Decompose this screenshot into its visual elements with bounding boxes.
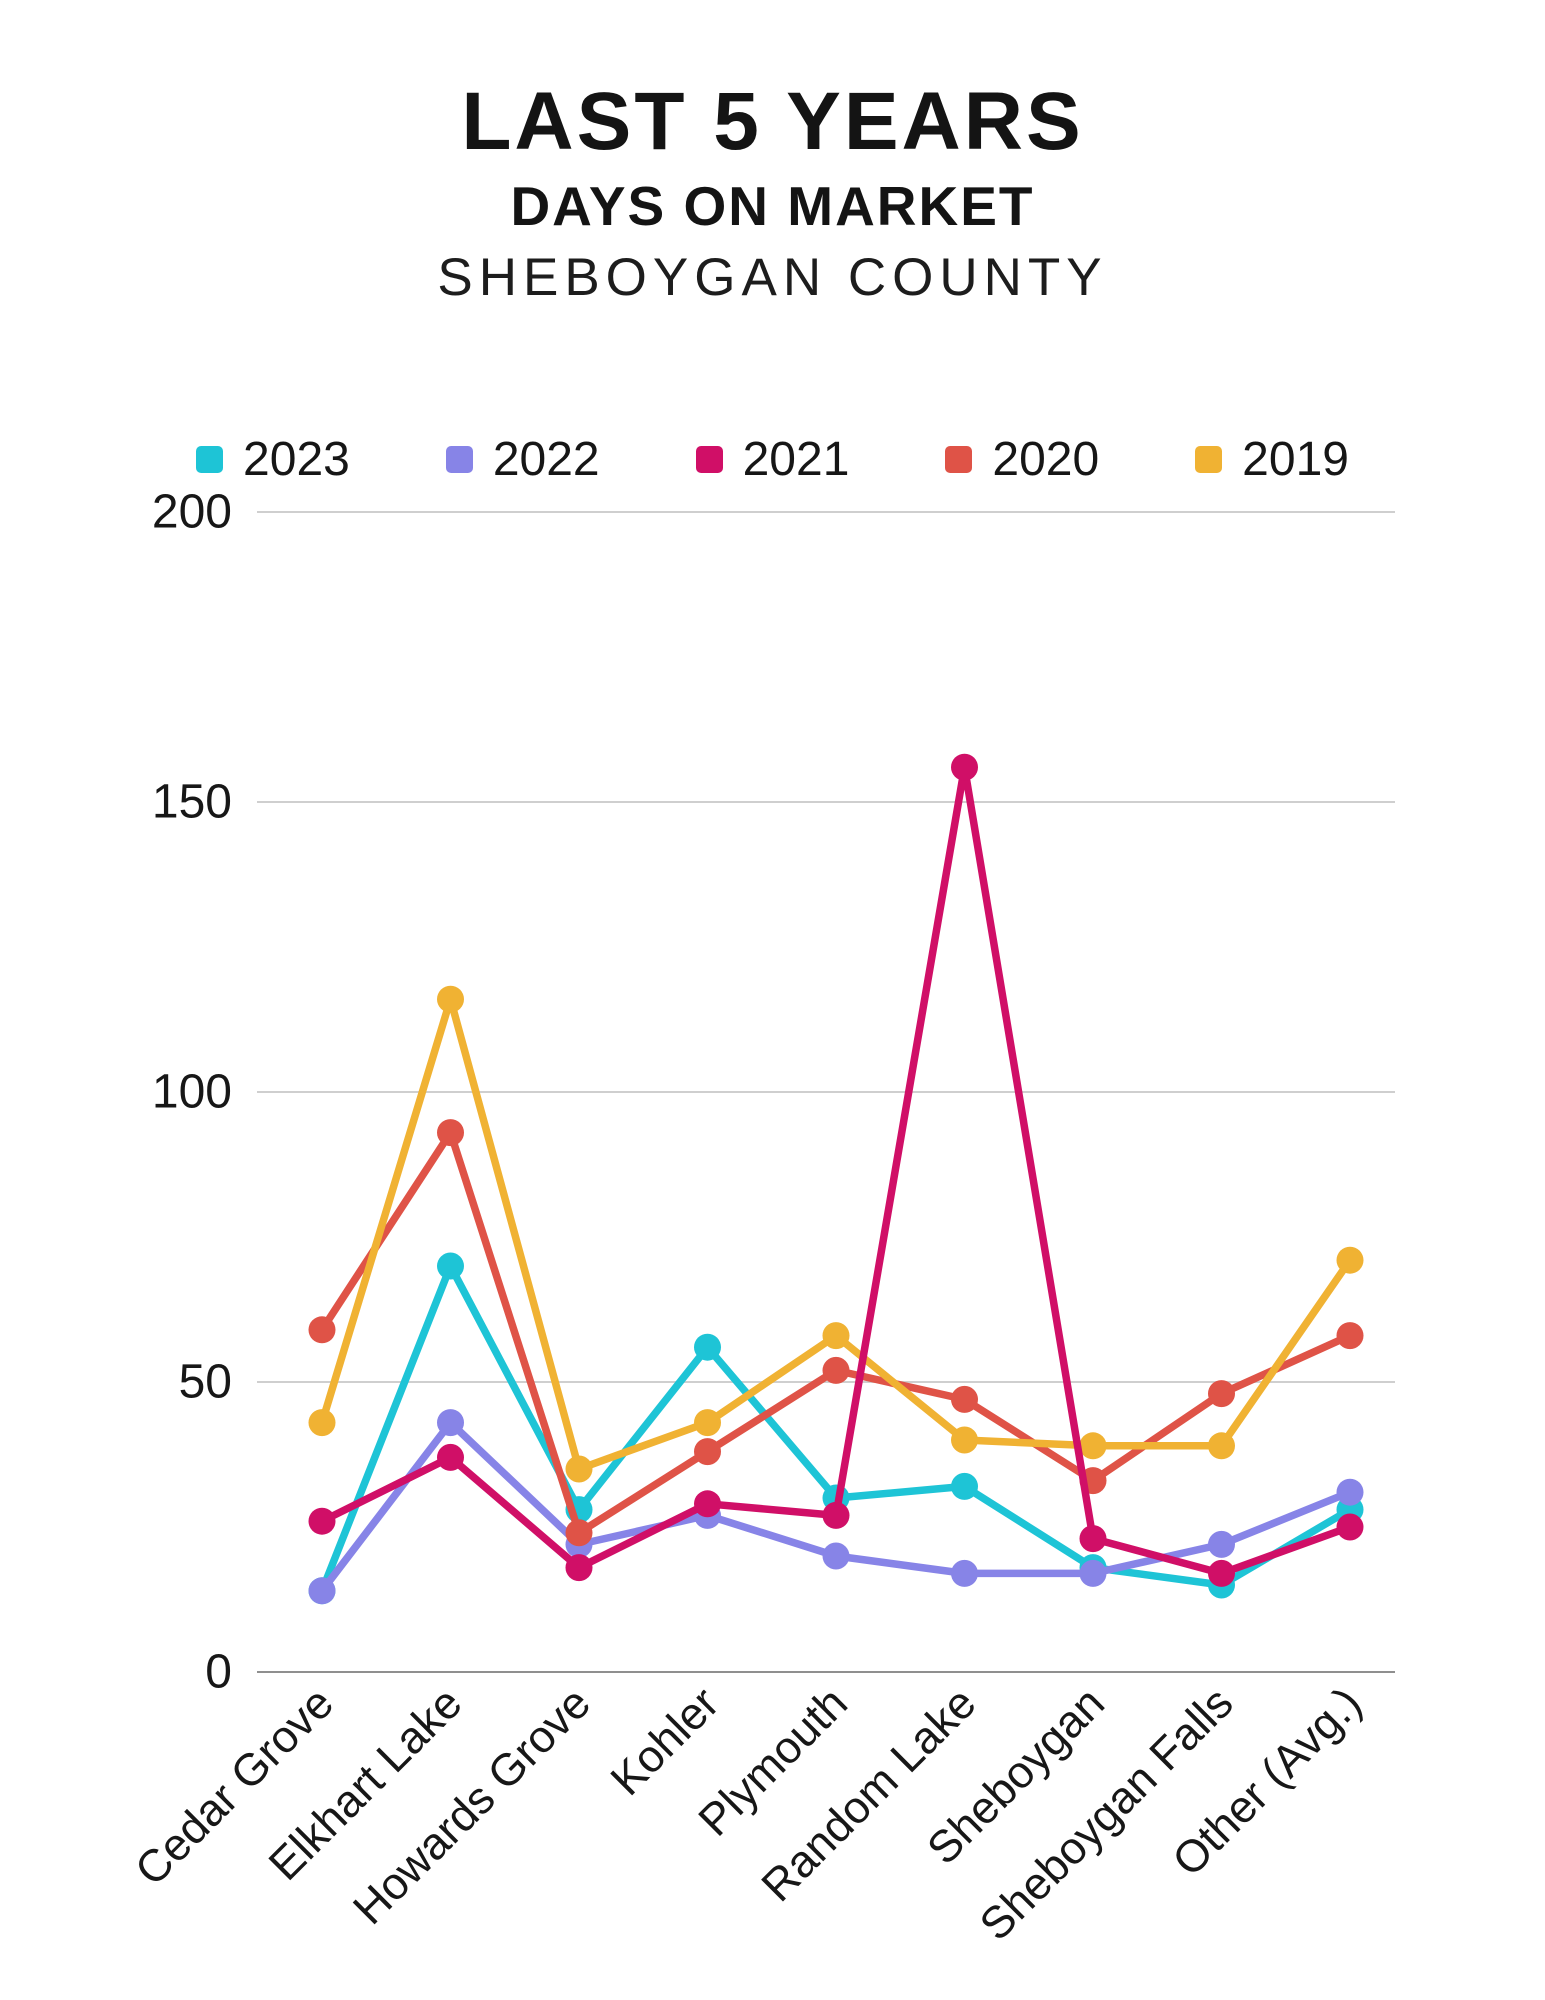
legend-swatch-2020 [945,446,973,473]
series-point-2020-kohler [694,1438,721,1466]
legend-item-2023: 2023 [196,432,350,487]
series-line-2021 [318,763,1354,1578]
legend-item-2021: 2021 [695,432,850,487]
chart-legend: 2023 2022 2021 2020 2019 [0,432,1545,487]
legend-swatch-2021 [695,446,723,473]
series-point-2020-howards-grove [565,1519,593,1547]
series-point-2023-elkhart-lake [437,1252,464,1280]
series-point-2021-howards-grove [565,1554,593,1582]
legend-label-2020: 2020 [992,433,1100,486]
legend-item-2022: 2022 [445,432,600,487]
series-point-2022-cedar-grove [308,1577,336,1605]
series-point-2022-random-lake [951,1559,978,1587]
series-point-2022-sheboygan [1079,1559,1107,1587]
series-point-2019-howards-grove [565,1455,593,1483]
series-line-2019 [318,995,1354,1473]
series-point-2021-sheboygan-falls [1208,1559,1235,1587]
series-point-2021-random-lake [951,753,978,781]
series-point-2023-random-lake [951,1472,978,1500]
series-point-2021-cedar-grove [308,1507,336,1535]
series-point-2021-sheboygan [1079,1525,1107,1553]
series-point-2019-other-avg [1336,1246,1364,1274]
series-point-2019-elkhart-lake [437,985,464,1013]
legend-swatch-2023 [196,446,224,473]
y-tick-label-200: 200 [152,486,232,539]
series-point-2019-random-lake [951,1426,978,1454]
y-tick-label-150: 150 [152,776,232,829]
y-tick-label-0: 0 [205,1646,232,1699]
series-line-2023 [318,1262,1354,1595]
series-point-2022-plymouth [822,1542,850,1570]
series-point-2020-elkhart-lake [437,1119,464,1147]
series-point-2020-cedar-grove [308,1316,336,1344]
chart-subtitle-county: SHEBOYGAN COUNTY [437,247,1108,307]
legend-label-2021: 2021 [742,433,850,486]
series-point-2019-sheboygan [1079,1432,1107,1460]
series-point-2020-other-avg [1336,1322,1364,1350]
x-category-label-kohler: Kohler [601,1677,729,1805]
series-point-2019-plymouth [822,1322,850,1350]
x-category-label-howards-grove: Howards Grove [343,1677,600,1934]
y-tick-label-100: 100 [152,1066,232,1119]
series-point-2019-cedar-grove [308,1409,336,1437]
series-point-2019-sheboygan-falls [1208,1432,1235,1460]
series-point-2020-sheboygan-falls [1208,1380,1235,1408]
legend-item-2019: 2019 [1195,432,1349,487]
series-point-2020-plymouth [822,1356,850,1384]
series-point-2021-kohler [694,1490,721,1518]
series-point-2023-kohler [694,1333,721,1361]
series-point-2021-other-avg [1336,1513,1364,1541]
series-point-2021-elkhart-lake [437,1443,464,1471]
legend-label-2019: 2019 [1242,433,1349,486]
legend-label-2023: 2023 [243,433,350,486]
chart-subtitle: DAYS ON MARKET [510,174,1035,237]
legend-item-2020: 2020 [945,432,1099,487]
series-point-2020-random-lake [951,1385,978,1413]
series-point-2019-kohler [694,1409,721,1437]
series-point-2022-other-avg [1336,1478,1364,1506]
series-point-2022-sheboygan-falls [1208,1530,1235,1558]
legend-label-2022: 2022 [492,433,600,486]
y-tick-label-50: 50 [179,1356,232,1409]
legend-swatch-2022 [445,446,473,473]
legend-swatch-2019 [1195,446,1223,473]
series-point-2021-plymouth [822,1501,850,1529]
chart-title: LAST 5 YEARS [461,76,1084,167]
series-point-2022-elkhart-lake [437,1409,464,1437]
chart-title-block: LAST 5 YEARS DAYS ON MARKET SHEBOYGAN CO… [0,76,1545,309]
